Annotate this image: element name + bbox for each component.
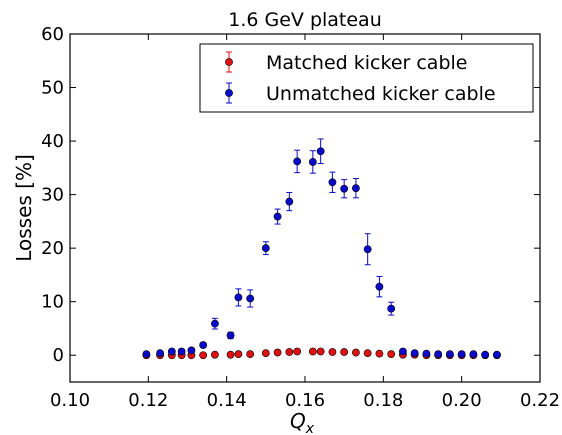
data-point <box>340 348 349 356</box>
legend: Matched kicker cable Unmatched kicker cab… <box>199 43 534 113</box>
data-point <box>211 319 219 328</box>
data-point <box>226 350 235 359</box>
data-point <box>199 341 208 349</box>
x-tick-label: 0.18 <box>363 390 403 411</box>
data-point <box>167 347 176 356</box>
legend-label: Matched kicker cable <box>266 52 467 74</box>
x-tick-label: 0.10 <box>50 390 90 411</box>
data-point <box>293 347 302 356</box>
x-tick-label: 0.16 <box>285 390 325 411</box>
data-point <box>261 244 270 253</box>
y-tick-label: 40 <box>41 131 64 152</box>
data-series <box>142 138 501 360</box>
data-point <box>285 348 294 356</box>
series-unmatched <box>142 138 501 359</box>
data-point <box>481 350 490 359</box>
data-point <box>226 331 235 340</box>
data-point <box>363 349 372 357</box>
data-point <box>273 348 282 357</box>
legend-box <box>199 43 534 113</box>
data-point <box>410 349 419 357</box>
x-tick-label: 0.14 <box>207 390 247 411</box>
y-tick-label: 0 <box>53 345 64 366</box>
data-point <box>328 348 337 356</box>
y-tick-label: 30 <box>41 185 64 206</box>
data-point <box>422 349 431 358</box>
x-tick-label: 0.20 <box>442 390 482 411</box>
legend-marker <box>225 58 233 66</box>
axes: 0.10 0.12 0.14 0.16 0.18 0.20 0.22 0 10 20 30 40 50 6… <box>41 24 560 411</box>
data-point <box>211 350 219 359</box>
data-point <box>308 347 317 356</box>
y-tick-label: 50 <box>41 78 64 99</box>
data-point <box>308 158 317 166</box>
x-axis-label-subscript: x <box>305 421 315 435</box>
y-tick-label: 20 <box>41 238 64 259</box>
data-point <box>446 350 454 359</box>
data-point <box>387 350 396 359</box>
data-point <box>352 184 360 193</box>
data-point <box>434 350 443 359</box>
data-point <box>316 347 325 356</box>
data-point <box>316 147 325 156</box>
x-axis-label: Qx <box>290 409 315 435</box>
data-point <box>340 184 349 193</box>
data-point <box>469 350 478 359</box>
data-point <box>399 347 407 356</box>
data-point <box>142 350 151 359</box>
data-point <box>352 348 360 357</box>
data-point <box>246 350 255 359</box>
y-tick-label: 10 <box>41 292 64 313</box>
data-point <box>457 350 466 359</box>
y-axis-label: Losses [%] <box>12 154 36 262</box>
data-point <box>234 350 243 359</box>
data-point <box>375 349 384 358</box>
data-point <box>261 349 270 357</box>
data-point <box>493 350 501 359</box>
data-point <box>285 197 294 206</box>
data-point <box>273 212 282 221</box>
data-point <box>156 349 164 357</box>
data-point <box>293 157 302 166</box>
legend-marker <box>225 89 233 97</box>
x-tick-label: 0.12 <box>128 390 168 411</box>
data-point <box>177 347 186 356</box>
data-point <box>375 282 384 291</box>
data-point <box>363 245 372 254</box>
y-tick-label: 60 <box>41 24 64 45</box>
data-point <box>187 346 196 355</box>
data-point <box>387 304 396 313</box>
data-point <box>199 351 208 360</box>
x-tick-label: 0.22 <box>520 390 560 411</box>
chart-title: 1.6 GeV plateau <box>228 9 382 31</box>
data-point <box>246 294 255 303</box>
data-point <box>234 293 243 302</box>
legend-label: Unmatched kicker cable <box>266 83 496 105</box>
x-axis-label-main: Q <box>290 409 306 433</box>
data-point <box>328 178 337 187</box>
plot-frame <box>69 33 541 383</box>
